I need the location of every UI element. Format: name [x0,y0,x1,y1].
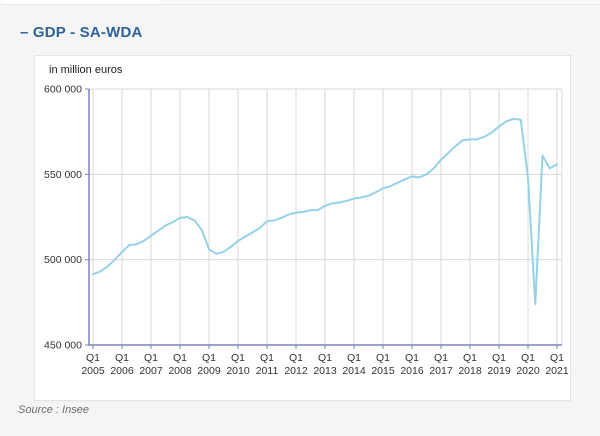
x-axis-label-year: 2013 [313,365,337,377]
x-axis-label-quarter: Q1 [86,352,100,364]
x-axis-label-year: 2011 [256,365,279,377]
x-axis-label-quarter: Q1 [173,352,187,364]
x-axis-label-quarter: Q1 [405,352,419,364]
x-axis-label-year: 2007 [139,365,163,377]
x-axis-label-year: 2018 [458,365,482,377]
x-axis-label-quarter: Q1 [289,352,303,364]
y-axis-label: 600 000 [44,84,82,96]
x-axis-label-quarter: Q1 [521,352,535,364]
top-bar [0,0,600,5]
y-axis-label: 500 000 [44,254,82,266]
x-axis-label-quarter: Q1 [202,352,216,364]
x-axis-label-year: 2010 [226,365,250,377]
x-axis-label-year: 2019 [487,365,511,377]
x-axis-label-quarter: Q1 [347,352,361,364]
x-axis-label-quarter: Q1 [260,352,274,364]
x-axis-label-year: 2012 [284,365,308,377]
x-axis-label-year: 2014 [342,365,366,377]
x-axis-label-year: 2017 [429,365,453,377]
x-axis-label-year: 2006 [110,365,134,377]
gdp-line-series [92,117,558,306]
top-bar-tab [3,0,160,4]
x-axis-label-quarter: Q1 [115,352,129,364]
x-axis-label-quarter: Q1 [434,352,448,364]
chart-card: in million euros 450 000 500 000 550 000 60… [34,55,571,401]
x-axis-label-quarter: Q1 [550,352,564,364]
x-axis-label-quarter: Q1 [376,352,390,364]
source-note: Source : Insee [18,404,89,416]
x-axis-label-quarter: Q1 [231,352,245,364]
x-axis-label-quarter: Q1 [492,352,506,364]
x-axis-label-year: 2016 [400,365,424,377]
y-axis-label: 550 000 [44,169,82,181]
x-axis-label-year: 2020 [516,365,540,377]
x-axis-label-quarter: Q1 [144,352,158,364]
x-axis-label-year: 2015 [371,365,395,377]
page-title: – GDP - SA-WDA [20,24,143,41]
x-axis-label-year: 2005 [81,365,105,377]
x-axis-label-year: 2021 [545,365,569,377]
x-axis-label-quarter: Q1 [318,352,332,364]
x-axis-label-year: 2009 [197,365,221,377]
x-axis-label-year: 2008 [168,365,192,377]
x-axis-label-quarter: Q1 [463,352,477,364]
y-axis-label: 450 000 [44,340,82,352]
chart-unit-label: in million euros [49,64,123,76]
